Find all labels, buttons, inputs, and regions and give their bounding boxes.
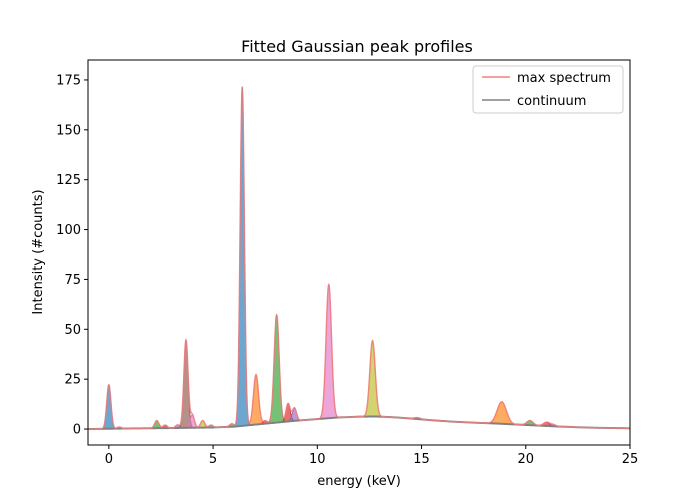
x-tick-label: 10 <box>309 452 326 467</box>
y-tick-label: 75 <box>64 273 81 288</box>
x-tick-label: 5 <box>209 452 217 467</box>
x-axis-ticks: 0 5 10 15 20 25 <box>105 445 639 467</box>
x-tick-label: 25 <box>622 452 639 467</box>
max-spectrum-line <box>88 86 630 430</box>
plot-frame <box>87 59 631 446</box>
legend-label-continuum: continuum <box>517 94 586 109</box>
x-tick-label: 20 <box>517 452 534 467</box>
y-axis-ticks: 0 25 50 75 100 125 150 175 <box>56 73 88 438</box>
x-tick-label: 15 <box>413 452 430 467</box>
y-tick-label: 50 <box>64 323 81 338</box>
y-tick-label: 100 <box>56 223 81 238</box>
y-axis-label: Intensity (#counts) <box>31 189 46 314</box>
legend-label-max-spectrum: max spectrum <box>517 71 611 86</box>
legend-box <box>472 65 624 114</box>
y-tick-label: 150 <box>56 123 81 138</box>
y-tick-label: 175 <box>56 73 81 88</box>
x-axis-label: energy (keV) <box>317 474 401 489</box>
x-tick-label: 0 <box>105 452 113 467</box>
y-tick-label: 25 <box>64 373 81 388</box>
y-tick-label: 125 <box>56 173 81 188</box>
plot-area <box>88 60 630 445</box>
max-spectrum-layer <box>88 86 630 430</box>
legend: max spectrum continuum <box>472 65 624 114</box>
y-tick-label: 0 <box>73 423 81 438</box>
chart-title: Fitted Gaussian peak profiles <box>241 37 473 56</box>
